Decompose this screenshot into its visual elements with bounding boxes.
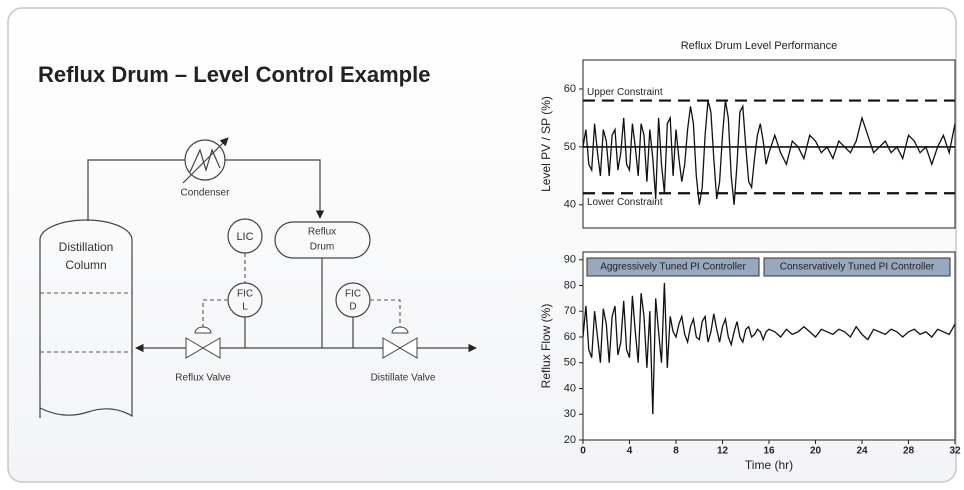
condenser-coil	[189, 148, 221, 173]
drum-label: Reflux	[308, 227, 336, 238]
y-tick-label: 50	[564, 141, 576, 153]
y-tick-label: 20	[564, 434, 576, 446]
signal-line	[370, 299, 401, 332]
x-tick-label: 32	[949, 446, 961, 457]
y-tick-label: 40	[564, 382, 576, 394]
reflux-valve	[202, 337, 221, 359]
distillation-column	[39, 219, 133, 418]
fic-l-label: L	[242, 302, 248, 313]
valve-label: Distillate Valve	[371, 373, 436, 384]
column-label: Distillation	[59, 240, 114, 254]
condenser	[184, 139, 226, 181]
y-tick-label: 50	[564, 357, 576, 369]
fic-d-label: D	[349, 302, 356, 313]
x-tick-label: 24	[856, 446, 868, 457]
controller-box	[763, 257, 951, 277]
x-tick-label: 4	[627, 446, 633, 457]
lic-label: LIC	[236, 231, 253, 243]
signal-line	[202, 299, 228, 332]
x-tick-label: 8	[673, 446, 679, 457]
y-tick-label: 60	[564, 83, 576, 95]
x-tick-label: 16	[763, 446, 775, 457]
y-axis-label: Reflux Flow (%)	[539, 304, 553, 389]
y-tick-label: 90	[564, 254, 576, 266]
y-axis-label: Level PV / SP (%)	[539, 96, 553, 192]
y-tick-label: 70	[564, 305, 576, 317]
controller-label: Aggressively Tuned PI Controller	[600, 262, 746, 273]
condenser-arrow	[182, 137, 229, 184]
data-line	[582, 282, 956, 415]
x-tick-label: 12	[717, 446, 729, 457]
controller-label: Conservatively Tuned PI Controller	[780, 262, 935, 273]
x-axis-label: Time (hr)	[745, 458, 793, 472]
drum-label: Drum	[310, 242, 334, 253]
x-tick-label: 20	[810, 446, 822, 457]
distillate-valve	[399, 337, 418, 359]
fic-d-label: FIC	[345, 289, 361, 300]
chart-title: Reflux Drum Level Performance	[681, 40, 838, 52]
reference-label: Upper Constraint	[587, 87, 663, 98]
y-tick-label: 30	[564, 408, 576, 420]
controller-box	[586, 257, 760, 277]
distillate-valve	[382, 337, 401, 359]
data-line	[582, 100, 956, 205]
x-tick-label: 0	[580, 446, 586, 457]
y-tick-label: 60	[564, 331, 576, 343]
valve-actuator	[194, 326, 212, 334]
process-diagram: Distillation Column Condenser Reflux Dru…	[39, 137, 477, 418]
vapor-pipe	[87, 159, 185, 221]
reference-label: Lower Constraint	[587, 197, 663, 208]
column-label: Column	[65, 258, 106, 272]
condenser-label: Condenser	[181, 188, 231, 199]
reflux-valve	[185, 337, 204, 359]
valve-actuator	[391, 326, 409, 334]
condensate-pipe	[225, 159, 325, 219]
y-tick-label: 40	[564, 199, 576, 211]
slide-title: Reflux Drum – Level Control Example	[38, 62, 430, 87]
x-tick-label: 28	[903, 446, 915, 457]
y-tick-label: 80	[564, 279, 576, 291]
fic-l-label: FIC	[237, 289, 253, 300]
valve-label: Reflux Valve	[175, 373, 231, 384]
plot-frame	[582, 251, 956, 441]
